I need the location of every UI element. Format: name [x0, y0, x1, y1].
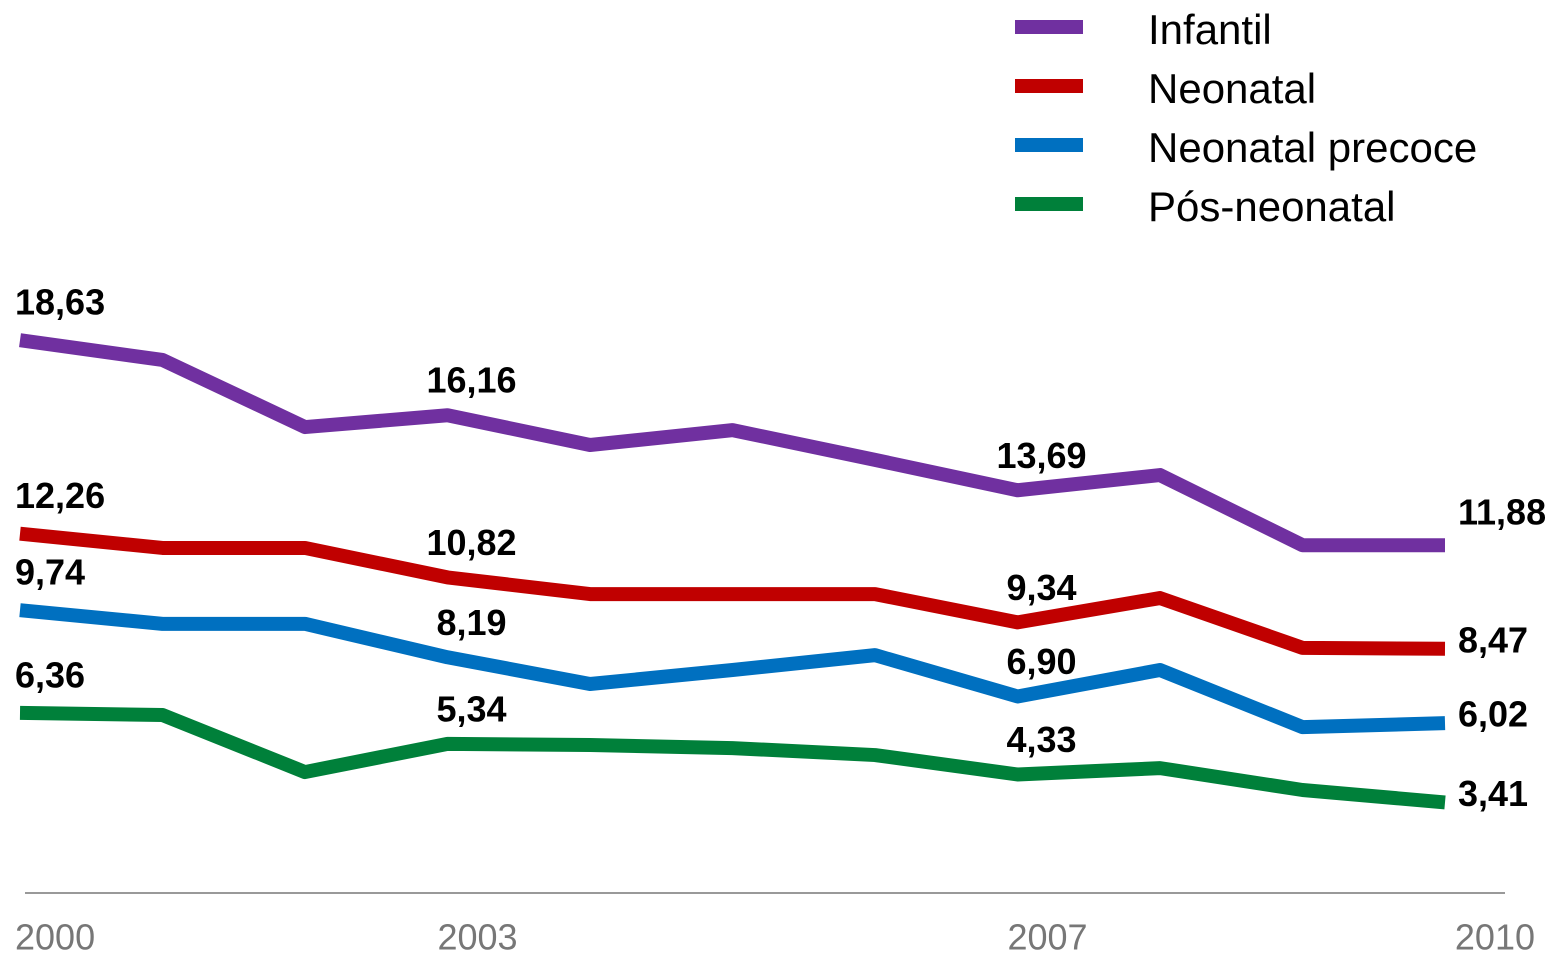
x-tick-label: 2003	[437, 917, 517, 956]
data-label: 8,47	[1458, 619, 1528, 660]
series-line	[19, 333, 1445, 553]
data-label: 9,34	[1006, 567, 1076, 608]
series-line	[19, 526, 1446, 656]
data-label: 10,82	[426, 522, 516, 563]
x-tick-label: 2010	[1455, 917, 1535, 956]
legend-label: Pós-neonatal	[1148, 183, 1396, 230]
data-label: 8,19	[436, 602, 506, 643]
data-label: 5,34	[436, 688, 506, 729]
series-line	[19, 705, 1446, 810]
data-label: 6,90	[1006, 641, 1076, 682]
x-tick-label: 2007	[1007, 917, 1087, 956]
legend-swatch	[1015, 20, 1083, 34]
data-label: 11,88	[1458, 492, 1546, 533]
data-label: 12,26	[15, 475, 105, 516]
data-label: 13,69	[996, 435, 1086, 476]
data-label: 6,02	[1458, 694, 1528, 735]
legend-label: Neonatal precoce	[1148, 124, 1477, 171]
legend-swatch	[1015, 79, 1083, 93]
data-label: 18,63	[15, 282, 105, 323]
legend-label: Infantil	[1148, 6, 1272, 53]
data-label: 16,16	[426, 360, 516, 401]
data-label: 4,33	[1006, 719, 1076, 760]
data-label: 9,74	[15, 552, 85, 593]
x-tick-label: 2000	[15, 917, 95, 956]
legend-swatch	[1015, 138, 1083, 152]
legend-label: Neonatal	[1148, 65, 1316, 112]
data-label: 3,41	[1458, 773, 1528, 814]
data-label: 6,36	[15, 654, 85, 695]
series-line	[19, 603, 1446, 735]
legend-swatch	[1015, 197, 1083, 211]
